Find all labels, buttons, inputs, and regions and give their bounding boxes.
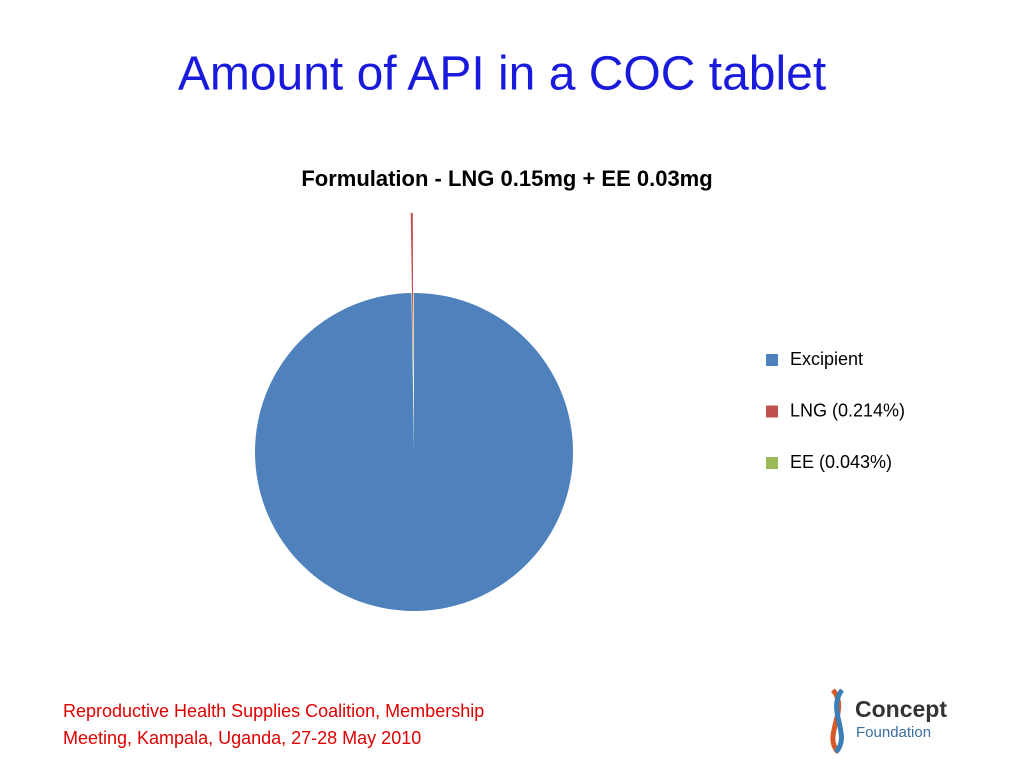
pie-slice [410, 213, 414, 373]
footer-line: Meeting, Kampala, Uganda, 27-28 May 2010 [63, 728, 421, 748]
legend-label: Excipient [790, 349, 863, 369]
logo: Concept Foundation [830, 688, 947, 754]
chart-title: Formulation - LNG 0.15mg + EE 0.03mg [301, 166, 712, 191]
legend-swatch [766, 405, 778, 418]
legend-swatch [766, 457, 778, 469]
footer-line: Reproductive Health Supplies Coalition, … [63, 701, 484, 721]
slide-title: Amount of API in a COC tablet [178, 48, 826, 101]
pie-slice [254, 293, 573, 611]
logo-name: Concept [855, 696, 947, 722]
logo-helix [833, 688, 845, 754]
legend-label: LNG (0.214%) [790, 400, 905, 420]
legend-label: EE (0.043%) [790, 452, 892, 472]
logo-subtitle: Foundation [856, 724, 931, 741]
legend-swatch [766, 354, 778, 366]
